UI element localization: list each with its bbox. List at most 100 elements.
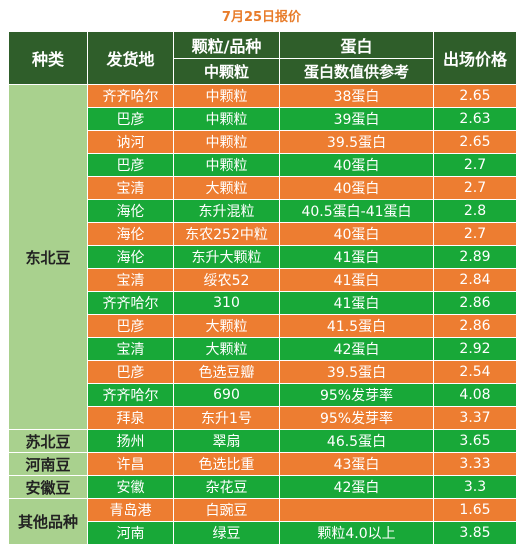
variety-cell: 大颗粒 [173,337,280,361]
table-row: 巴彦 中颗粒 39蛋白 2.63 [9,107,517,131]
protein-cell [279,498,434,522]
price-cell: 1.65 [433,498,517,522]
origin-cell: 巴彦 [87,153,174,177]
price-cell: 2.7 [433,222,517,246]
origin-cell: 巴彦 [87,360,174,384]
price-cell: 4.08 [433,383,517,407]
origin-cell: 宝清 [87,268,174,292]
header-category: 种类 [8,31,88,85]
table-row: 河南 绿豆 颗粒4.0以上 3.85 [9,521,517,545]
price-cell: 2.84 [433,268,517,292]
origin-cell: 宝清 [87,176,174,200]
table-body: 东北豆 齐齐哈尔 中颗粒 38蛋白 2.65 巴彦 中颗粒 39蛋白 2.63 讷河 中颗粒 39.5… [8,84,517,545]
protein-cell: 40蛋白 [279,222,434,246]
protein-cell: 95%发芽率 [279,383,434,407]
variety-cell: 690 [173,383,280,407]
table-row: 宝清 绥农52 41蛋白 2.84 [9,268,517,292]
price-cell: 2.54 [433,360,517,384]
price-cell: 2.63 [433,107,517,131]
table-row: 海伦 东升大颗粒 41蛋白 2.89 [9,245,517,269]
price-cell: 2.7 [433,153,517,177]
price-cell: 3.65 [433,429,517,453]
price-cell: 3.33 [433,452,517,476]
price-cell: 2.86 [433,291,517,315]
protein-cell: 38蛋白 [279,84,434,108]
price-cell: 3.3 [433,475,517,499]
price-table: 种类 发货地 颗粒/品种 蛋白 出场价格 中颗粒 蛋白数值供参考 东北豆 齐齐哈尔… [8,31,517,545]
origin-cell: 扬州 [87,429,174,453]
table-row: 其他品种 青岛港 白豌豆 1.65 [8,498,517,545]
variety-cell: 翠扇 [173,429,280,453]
origin-cell: 河南 [87,521,174,545]
variety-cell: 色选比重 [173,452,280,476]
protein-cell: 39.5蛋白 [279,360,434,384]
protein-cell: 46.5蛋白 [279,429,434,453]
variety-cell: 绥农52 [173,268,280,292]
category-cell: 其他品种 [8,498,88,545]
variety-cell: 东升1号 [173,406,280,430]
price-cell: 3.85 [433,521,517,545]
table-row: 河南豆 许昌 色选比重 43蛋白 3.33 [8,452,517,476]
category-cell: 苏北豆 [8,429,88,453]
header-protein: 蛋白 [279,31,434,59]
origin-cell: 巴彦 [87,107,174,131]
table-row: 宝清 大颗粒 42蛋白 2.92 [9,337,517,361]
protein-cell: 40蛋白 [279,176,434,200]
table-row: 安徽豆 安徽 杂花豆 42蛋白 3.3 [8,475,517,499]
header-grain-sub: 中颗粒 [173,58,280,85]
table-row: 宝清 大颗粒 40蛋白 2.7 [9,176,517,200]
origin-cell: 齐齐哈尔 [87,383,174,407]
origin-cell: 许昌 [87,452,174,476]
origin-cell: 安徽 [87,475,174,499]
origin-cell: 巴彦 [87,314,174,338]
origin-cell: 海伦 [87,245,174,269]
protein-cell: 39.5蛋白 [279,130,434,154]
protein-cell: 40蛋白 [279,153,434,177]
table-row: 海伦 东升混粒 40.5蛋白-41蛋白 2.8 [9,199,517,223]
price-cell: 2.92 [433,337,517,361]
price-cell: 3.37 [433,406,517,430]
table-row: 拜泉 东升1号 95%发芽率 3.37 [9,406,517,430]
protein-cell: 43蛋白 [279,452,434,476]
protein-cell: 41.5蛋白 [279,314,434,338]
variety-cell: 大颗粒 [173,314,280,338]
variety-cell: 中颗粒 [173,107,280,131]
origin-cell: 海伦 [87,199,174,223]
protein-cell: 颗粒4.0以上 [279,521,434,545]
protein-cell: 95%发芽率 [279,406,434,430]
origin-cell: 讷河 [87,130,174,154]
table-row: 齐齐哈尔 690 95%发芽率 4.08 [9,383,517,407]
variety-cell: 中颗粒 [173,130,280,154]
variety-cell: 中颗粒 [173,84,280,108]
variety-cell: 中颗粒 [173,153,280,177]
table-row: 巴彦 色选豆瓣 39.5蛋白 2.54 [9,360,517,384]
variety-cell: 绿豆 [173,521,280,545]
protein-cell: 41蛋白 [279,291,434,315]
origin-cell: 齐齐哈尔 [87,291,174,315]
header-price: 出场价格 [433,31,517,85]
variety-cell: 东升大颗粒 [173,245,280,269]
table-row: 海伦 东农252中粒 40蛋白 2.7 [9,222,517,246]
page-title: 7月25日报价 [221,10,302,25]
table-row: 巴彦 大颗粒 41.5蛋白 2.86 [9,314,517,338]
header-grain-variety: 颗粒/品种 [173,31,280,59]
price-cell: 2.7 [433,176,517,200]
variety-cell: 大颗粒 [173,176,280,200]
protein-cell: 41蛋白 [279,268,434,292]
category-cell: 安徽豆 [8,475,88,499]
origin-cell: 拜泉 [87,406,174,430]
protein-cell: 39蛋白 [279,107,434,131]
variety-cell: 东升混粒 [173,199,280,223]
origin-cell: 海伦 [87,222,174,246]
header-protein-sub: 蛋白数值供参考 [279,58,434,85]
variety-cell: 310 [173,291,280,315]
origin-cell: 青岛港 [87,498,174,522]
price-cell: 2.8 [433,199,517,223]
table-row: 巴彦 中颗粒 40蛋白 2.7 [9,153,517,177]
table-row: 苏北豆 扬州 翠扇 46.5蛋白 3.65 [8,429,517,453]
variety-cell: 色选豆瓣 [173,360,280,384]
header-origin: 发货地 [87,31,174,85]
origin-cell: 宝清 [87,337,174,361]
price-cell: 2.65 [433,84,517,108]
table-row: 东北豆 齐齐哈尔 中颗粒 38蛋白 2.65 [8,84,517,430]
